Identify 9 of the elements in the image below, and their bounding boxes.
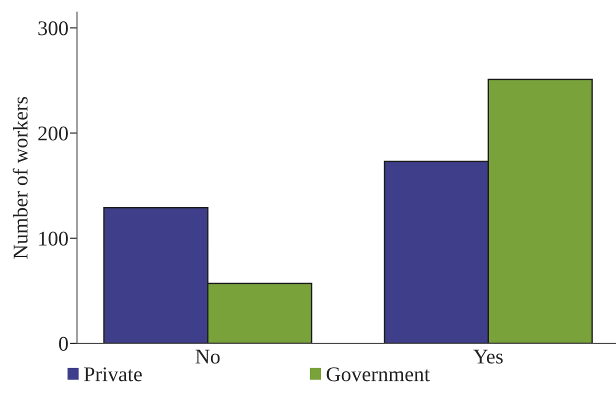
legend-label: Government [326, 367, 430, 382]
y-tick-label: 0 [59, 336, 68, 351]
x-tick-label: No [196, 350, 220, 364]
y-tick-label: 100 [39, 232, 68, 246]
y-tick-label: 300 [38, 21, 68, 36]
x-tick-label: Yes [473, 350, 503, 364]
y-axis-title: Number of workers [12, 96, 28, 259]
legend-label: Private [84, 367, 142, 382]
y-tick-label: 200 [38, 126, 68, 140]
